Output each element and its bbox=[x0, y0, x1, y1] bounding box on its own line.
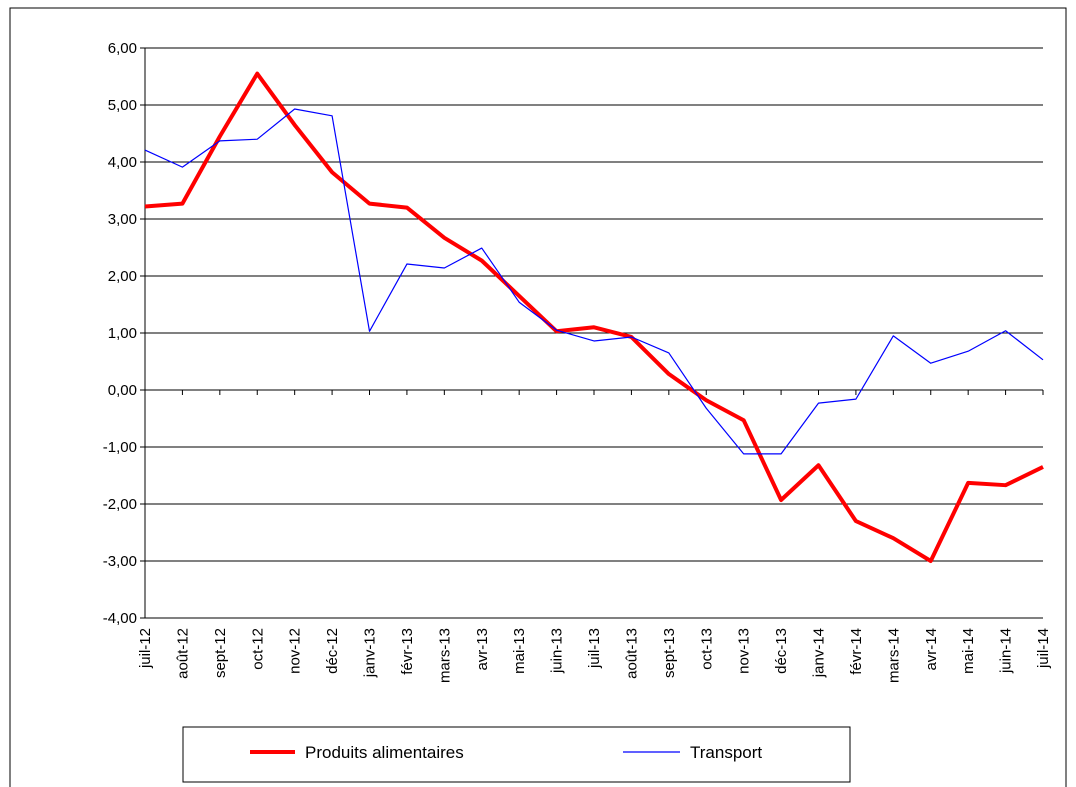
x-tick-label: juin-14 bbox=[998, 628, 1015, 674]
x-tick-label: avr-13 bbox=[474, 628, 491, 671]
x-tick-label: oct-12 bbox=[249, 628, 266, 670]
x-tick-label: févr-14 bbox=[848, 628, 865, 675]
legend-label: Transport bbox=[690, 743, 762, 762]
y-tick-label: 0,00 bbox=[108, 382, 137, 399]
y-tick-label: -4,00 bbox=[103, 610, 137, 627]
y-tick-label: -2,00 bbox=[103, 496, 137, 513]
x-tick-label: nov-13 bbox=[736, 628, 753, 674]
y-tick-label: 1,00 bbox=[108, 325, 137, 342]
x-tick-label: août-13 bbox=[623, 628, 640, 679]
x-tick-label: oct-13 bbox=[698, 628, 715, 670]
x-tick-label: juin-13 bbox=[549, 628, 566, 674]
data-line bbox=[144, 71, 1044, 563]
x-tick-label: sept-12 bbox=[212, 628, 229, 678]
x-tick-label: juil-12 bbox=[137, 628, 154, 669]
x-tick-label: mars-13 bbox=[436, 628, 453, 683]
x-tick-label: déc-13 bbox=[773, 628, 790, 674]
x-tick-label: août-12 bbox=[174, 628, 191, 679]
x-tick-label: mars-14 bbox=[885, 628, 902, 683]
x-tick-label: avr-14 bbox=[923, 628, 940, 671]
x-tick-label: juil-14 bbox=[1035, 628, 1052, 669]
x-tick-label: mai-14 bbox=[960, 628, 977, 674]
x-tick-label: nov-12 bbox=[287, 628, 304, 674]
data-line bbox=[144, 108, 1044, 455]
y-tick-label: 6,00 bbox=[108, 40, 137, 57]
y-tick-label: -1,00 bbox=[103, 439, 137, 456]
x-tick-label: févr-13 bbox=[399, 628, 416, 675]
y-tick-label: -3,00 bbox=[103, 553, 137, 570]
y-tick-label: 3,00 bbox=[108, 211, 137, 228]
x-tick-label: mai-13 bbox=[511, 628, 528, 674]
x-tick-label: déc-12 bbox=[324, 628, 341, 674]
x-tick-label: janv-14 bbox=[811, 628, 828, 678]
y-tick-label: 5,00 bbox=[108, 97, 137, 114]
x-tick-label: juil-13 bbox=[586, 628, 603, 669]
y-tick-label: 4,00 bbox=[108, 154, 137, 171]
x-tick-label: sept-13 bbox=[661, 628, 678, 678]
legend-box bbox=[182, 726, 851, 783]
legend-label: Produits alimentaires bbox=[305, 743, 464, 762]
y-tick-label: 2,00 bbox=[108, 268, 137, 285]
chart-frame bbox=[9, 7, 1067, 787]
x-tick-label: janv-13 bbox=[362, 628, 379, 678]
